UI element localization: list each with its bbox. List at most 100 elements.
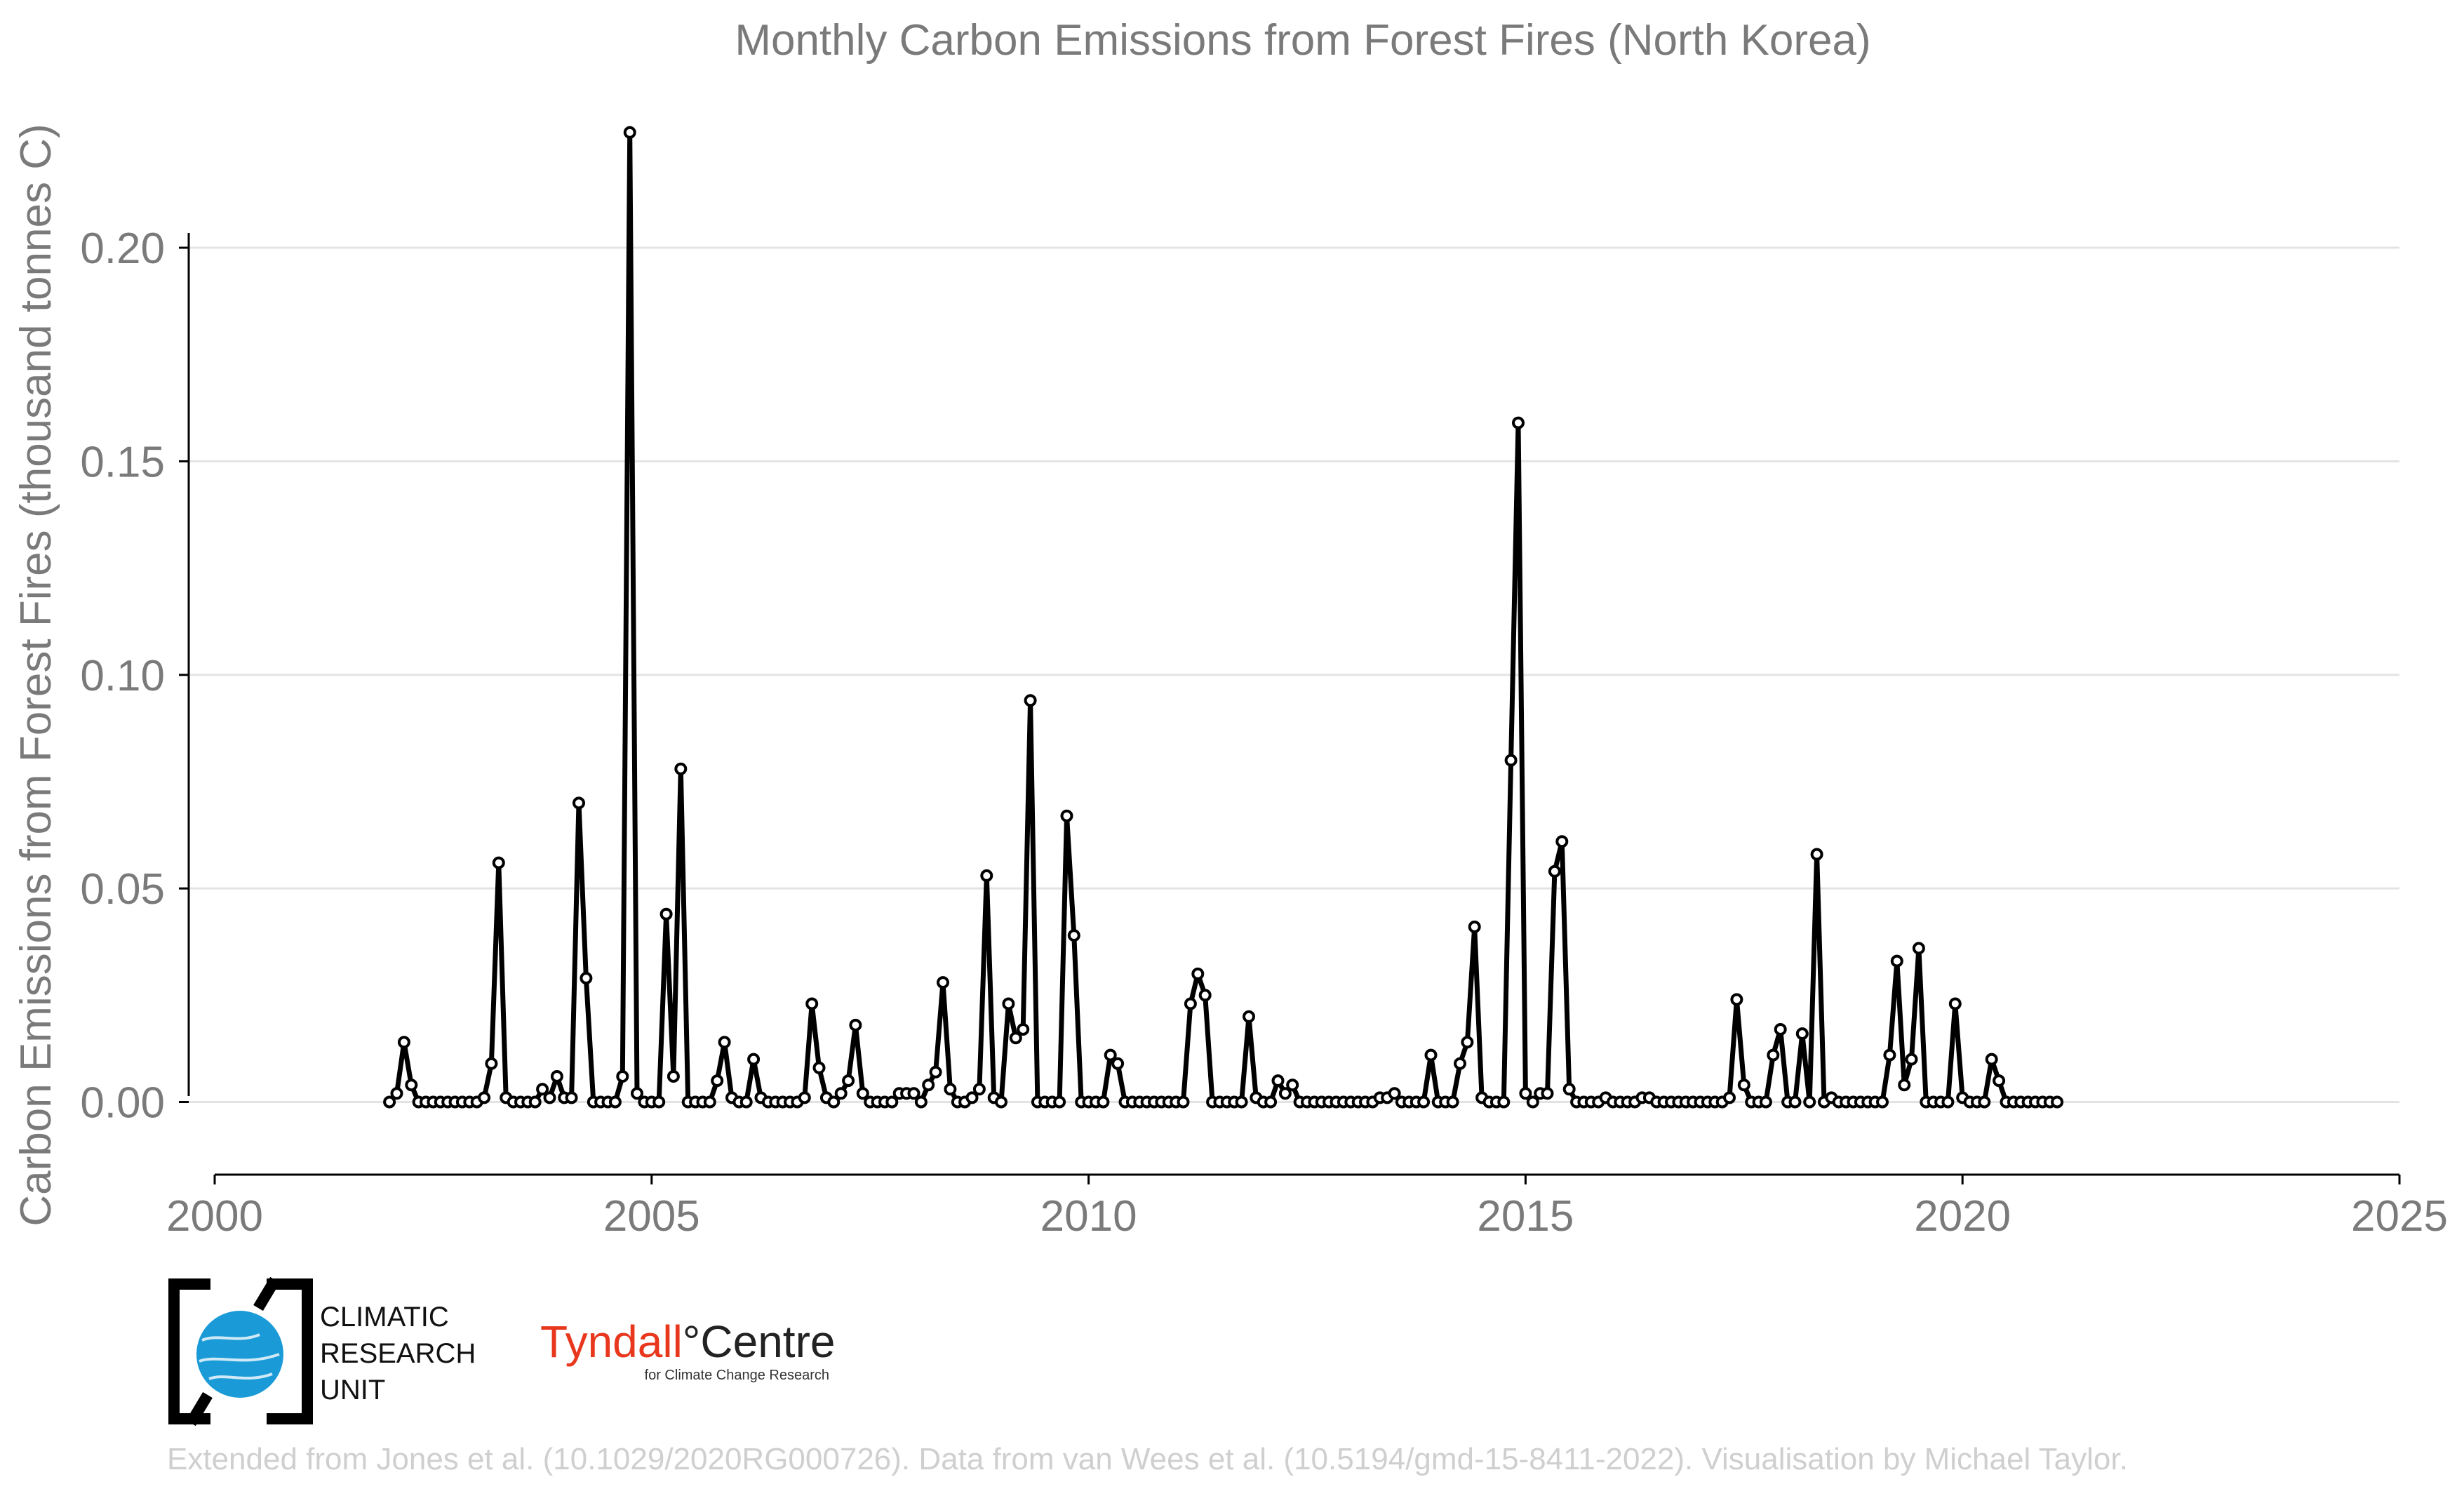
data-point: [405, 1078, 418, 1092]
data-point: [573, 796, 585, 810]
series-line: [387, 130, 2058, 1104]
data-point: [674, 762, 688, 775]
x-tick-label: 2020: [1914, 1192, 2011, 1241]
x-tick-label: 2000: [166, 1192, 263, 1241]
data-point: [1993, 1074, 2006, 1088]
svg-text:Tyndall°Centre: Tyndall°Centre: [540, 1316, 835, 1367]
x-ticks: 2000 2005 2010 2015 2020 2025: [166, 1175, 2448, 1241]
data-point: [623, 126, 636, 139]
data-point: [631, 1087, 643, 1100]
data-point: [543, 1091, 556, 1104]
y-tick-label: 0.00: [80, 1079, 165, 1128]
data-point: [980, 869, 993, 882]
data-point: [1948, 997, 1962, 1010]
data-point: [972, 1083, 986, 1096]
data-point: [1512, 416, 1525, 429]
x-tick-label: 2005: [603, 1192, 700, 1241]
data-point: [1898, 1078, 1911, 1092]
data-point: [1941, 1095, 1955, 1109]
data-point: [659, 907, 673, 921]
data-point: [914, 1095, 928, 1109]
data-point: [397, 1036, 410, 1049]
data-point: [1723, 1091, 1736, 1104]
data-point: [1985, 1053, 1998, 1066]
data-point: [747, 1053, 761, 1066]
data-point: [1060, 809, 1073, 822]
data-point: [1759, 1095, 1772, 1109]
data-point: [1810, 848, 1823, 861]
data-point: [1271, 1074, 1285, 1088]
data-point: [1235, 1095, 1248, 1109]
data-point: [608, 1095, 622, 1109]
data-point: [842, 1074, 855, 1088]
credit-line: Extended from Jones et al. (10.1029/2020…: [167, 1442, 2128, 1476]
data-point: [1454, 1057, 1466, 1070]
data-point: [390, 1087, 403, 1100]
tyndall-logo-subtitle: for Climate Change Research: [645, 1368, 829, 1383]
data-point: [383, 1095, 396, 1109]
data-point: [1053, 1095, 1066, 1109]
data-point: [1504, 754, 1518, 767]
data-point: [565, 1091, 578, 1104]
data-point: [1497, 1095, 1511, 1109]
data-point: [1912, 942, 1925, 955]
tyndall-logo-name-a: Tyndall: [540, 1316, 683, 1367]
data-point: [849, 1018, 862, 1031]
cru-logo-line2: RESEARCH: [320, 1338, 476, 1369]
data-point: [1417, 1095, 1431, 1109]
tyndall-logo-name-b: Centre: [700, 1316, 835, 1367]
data-point: [1468, 920, 1481, 933]
data-point: [1002, 997, 1015, 1010]
chart-title: Monthly Carbon Emissions from Forest Fir…: [735, 16, 1870, 65]
data-point: [1424, 1048, 1438, 1062]
data-point: [1278, 1087, 1292, 1100]
data-point: [711, 1074, 724, 1088]
data-point: [739, 1095, 753, 1109]
data-point: [1526, 1095, 1539, 1109]
data-point: [1184, 997, 1197, 1010]
x-tick-label: 2025: [2351, 1192, 2448, 1241]
data-point: [1177, 1095, 1190, 1109]
y-axis-label: Carbon Emissions from Forest Fires (thou…: [12, 123, 60, 1226]
tyndall-logo: Tyndall°Centre for Climate Change Resear…: [540, 1316, 835, 1383]
data-point: [922, 1078, 935, 1092]
data-point: [827, 1095, 841, 1109]
data-point: [1876, 1095, 1889, 1109]
data-point: [2051, 1095, 2064, 1109]
data-point: [1243, 1010, 1255, 1023]
data-point: [1767, 1048, 1780, 1062]
data-point: [995, 1095, 1007, 1109]
y-tick-label: 0.20: [80, 225, 165, 273]
data-point: [1017, 1023, 1030, 1036]
data-point: [1730, 993, 1743, 1006]
data-point: [485, 1057, 498, 1070]
data-point: [1446, 1095, 1459, 1109]
data-point: [907, 1087, 920, 1100]
data-point: [1264, 1095, 1278, 1109]
data-point: [703, 1095, 716, 1109]
y-ticks: 0.00 0.05 0.10 0.15 0.20: [80, 225, 189, 1128]
data-point: [1286, 1078, 1299, 1092]
data-point: [550, 1070, 563, 1083]
data-point: [478, 1091, 491, 1104]
data-point: [1198, 989, 1212, 1002]
data-point: [1890, 954, 1903, 968]
cru-logo: CLIMATIC RESEARCH UNIT: [168, 1276, 476, 1427]
data-point: [652, 1095, 666, 1109]
data-point: [1774, 1023, 1787, 1036]
data-point: [1541, 1087, 1554, 1100]
data-point: [834, 1087, 848, 1100]
data-point: [1067, 929, 1080, 942]
data-point: [965, 1091, 979, 1104]
series-line-group: [383, 126, 2064, 1109]
data-point: [1191, 967, 1205, 980]
data-point: [812, 1061, 826, 1074]
data-point: [528, 1095, 542, 1109]
data-point: [1803, 1095, 1816, 1109]
data-point: [798, 1091, 811, 1104]
data-point: [1097, 1095, 1110, 1109]
data-point: [1737, 1078, 1750, 1092]
data-point: [1388, 1087, 1401, 1100]
data-point: [1111, 1057, 1125, 1070]
